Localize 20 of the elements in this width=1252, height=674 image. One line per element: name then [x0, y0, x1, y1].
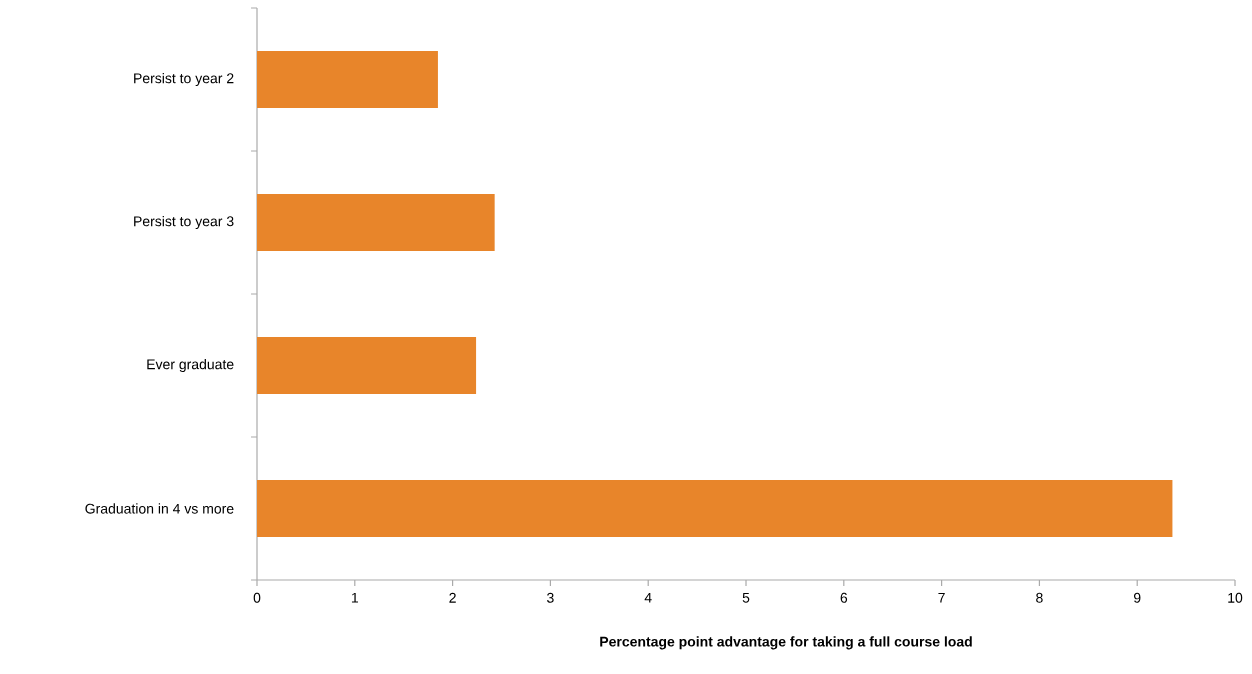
x-tick-label: 0: [253, 592, 261, 603]
x-tick-label: 2: [449, 592, 456, 603]
x-tick-label: 5: [742, 592, 750, 603]
x-tick-label: 3: [547, 592, 554, 603]
bar: [257, 336, 477, 395]
x-tick-label: 1: [351, 592, 359, 603]
y-tick-label: Persist to year 3: [134, 215, 234, 230]
x-tick-label: 4: [644, 592, 652, 603]
x-tick-label: 8: [1036, 592, 1043, 603]
x-axis-title: Percentage point advantage for taking a full course load: [600, 636, 972, 650]
y-tick-label: Persist to year 2: [134, 72, 234, 87]
bar: [257, 479, 1173, 538]
y-tick-label: Graduation in 4 vs more: [85, 503, 234, 514]
bar: [257, 193, 495, 252]
x-tick-label: 6: [840, 592, 848, 603]
x-tick-label: 10: [1228, 592, 1243, 603]
x-tick-label: 9: [1133, 592, 1141, 603]
x-tick-label: 7: [938, 592, 945, 603]
y-tick-label: Ever graduate: [147, 358, 234, 373]
bar: [257, 50, 438, 109]
